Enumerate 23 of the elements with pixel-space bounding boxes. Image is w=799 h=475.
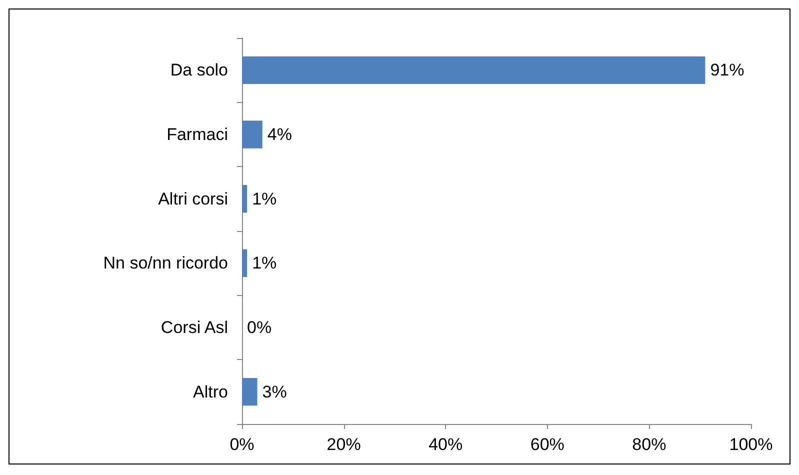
data-label: 1% [252, 189, 277, 208]
x-tick-label: 80% [632, 435, 666, 454]
x-tick-label: 100% [729, 435, 773, 454]
data-label: 3% [262, 382, 287, 402]
x-tick-label: 40% [428, 435, 463, 454]
bar [242, 378, 258, 406]
data-label: 1% [252, 254, 277, 273]
data-label: 0% [247, 318, 272, 337]
bar [242, 56, 706, 84]
x-tick-label: 20% [326, 435, 361, 454]
y-tick-label: Corsi Asl [160, 318, 228, 337]
bar [242, 120, 262, 148]
x-tick-label: 0% [230, 435, 254, 454]
data-label: 91% [710, 60, 744, 80]
y-tick-label: Da solo [170, 60, 228, 80]
y-tick-label: Farmaci [166, 125, 228, 144]
y-tick-label: Altri corsi [158, 189, 228, 208]
y-tick-label: Nn so/nn ricordo [103, 254, 228, 273]
x-tick-label: 60% [530, 435, 564, 454]
data-label: 4% [267, 125, 292, 144]
bar [242, 249, 248, 277]
y-tick-label: Altro [193, 382, 228, 402]
bar [242, 185, 248, 213]
